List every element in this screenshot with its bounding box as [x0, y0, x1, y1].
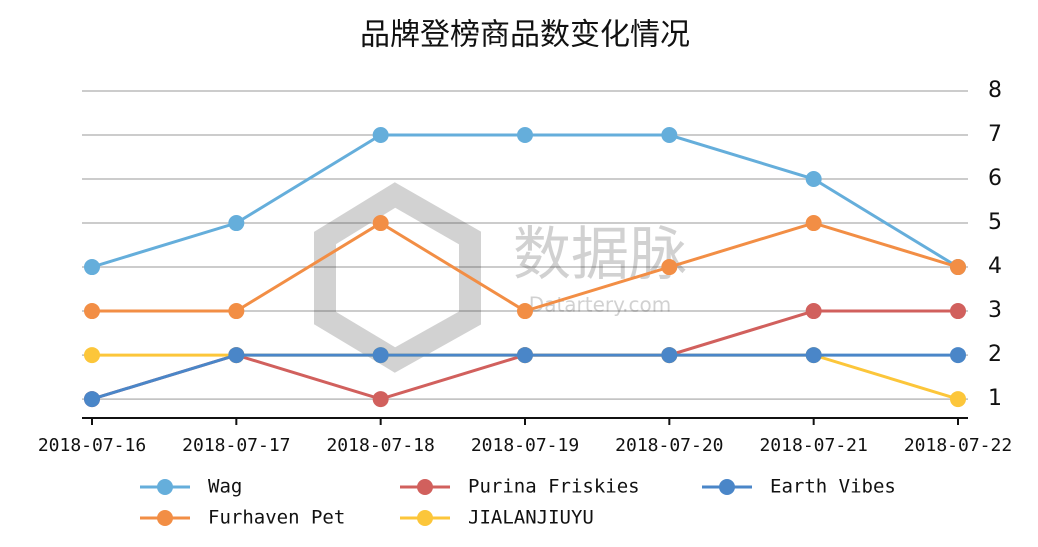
data-point — [661, 347, 678, 364]
watermark-logo — [314, 182, 481, 373]
data-point — [517, 347, 533, 364]
data-point — [805, 171, 822, 188]
data-point — [661, 127, 678, 144]
y-tick-label: 7 — [988, 122, 1002, 147]
data-point — [84, 303, 100, 320]
data-point — [372, 347, 389, 364]
data-point — [84, 391, 100, 408]
data-point — [950, 391, 966, 408]
y-tick-label: 5 — [988, 210, 1002, 235]
y-tick-label: 3 — [988, 298, 1002, 323]
watermark-url: Datartery.com — [529, 293, 671, 317]
legend-marker — [157, 479, 173, 495]
data-point — [950, 259, 966, 276]
watermark-name: 数据脉 — [513, 220, 687, 288]
data-point — [517, 303, 533, 320]
data-point — [517, 127, 533, 144]
y-tick-label: 2 — [988, 342, 1002, 367]
data-point — [372, 391, 389, 408]
y-tick-label: 6 — [988, 166, 1002, 191]
legend-marker — [417, 479, 433, 495]
y-tick-label: 8 — [988, 78, 1002, 103]
legend-label: JIALANJIUYU — [468, 507, 594, 529]
x-tick-label: 2018-07-21 — [759, 435, 867, 456]
data-point — [805, 347, 822, 364]
data-point — [950, 303, 966, 320]
x-tick-label: 2018-07-17 — [182, 435, 290, 456]
data-point — [228, 303, 245, 320]
data-point — [84, 347, 100, 364]
x-tick-label: 2018-07-22 — [904, 435, 1012, 456]
data-point — [950, 347, 966, 364]
y-tick-label: 4 — [988, 254, 1002, 279]
legend-label: Furhaven Pet — [208, 507, 345, 529]
watermark: 数据脉 Datartery.com — [314, 182, 687, 373]
data-point — [372, 127, 389, 144]
legend-label: Purina Friskies — [468, 476, 640, 498]
legend-item: Purina Friskies — [400, 476, 640, 498]
legend-item: Earth Vibes — [702, 476, 896, 498]
data-point — [228, 215, 245, 232]
legend-marker — [417, 510, 433, 526]
data-point — [661, 259, 678, 276]
data-point — [372, 215, 389, 232]
legend-item: Wag — [140, 476, 242, 498]
y-tick-label: 1 — [988, 386, 1002, 411]
data-point — [84, 259, 100, 276]
data-point — [805, 303, 822, 320]
data-point — [228, 347, 245, 364]
x-tick-label: 2018-07-19 — [471, 435, 579, 456]
legend-marker — [719, 479, 735, 495]
chart-title: 品牌登榜商品数变化情况 — [360, 18, 690, 53]
legend-label: Earth Vibes — [770, 476, 896, 498]
x-tick-label: 2018-07-16 — [38, 435, 146, 456]
legend-item: Furhaven Pet — [140, 507, 345, 529]
legend-item: JIALANJIUYU — [400, 507, 594, 529]
legend-label: Wag — [208, 476, 242, 498]
legend-marker — [157, 510, 173, 526]
x-tick-label: 2018-07-20 — [615, 435, 723, 456]
data-point — [805, 215, 822, 232]
x-tick-label: 2018-07-18 — [326, 435, 434, 456]
